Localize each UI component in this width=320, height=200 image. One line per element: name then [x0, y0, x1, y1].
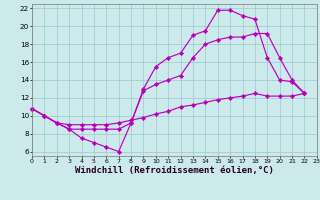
X-axis label: Windchill (Refroidissement éolien,°C): Windchill (Refroidissement éolien,°C): [75, 166, 274, 175]
